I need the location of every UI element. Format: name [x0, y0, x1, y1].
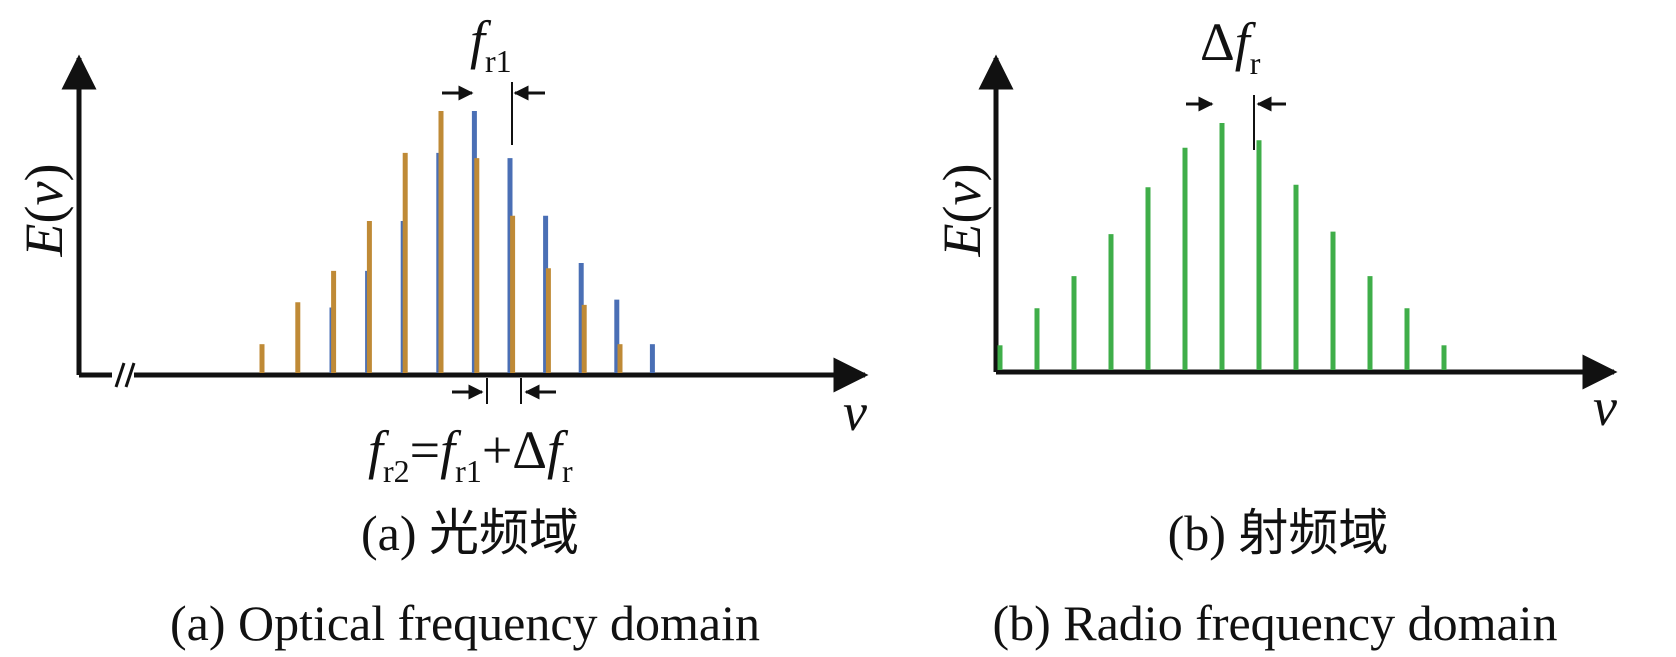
caption-cn-a: (a) 光频域 [361, 505, 579, 561]
y-axis-label-b: E(v) [932, 164, 992, 258]
caption-cn-b: (b) 射频域 [1168, 505, 1389, 561]
top-marker-label-a: fr1 [470, 10, 512, 79]
y-axis-label-a: E(v) [14, 164, 74, 258]
optical-comb-2 [259, 111, 623, 373]
spacing-marker-top-b: Δfr [1186, 12, 1286, 150]
panel-radio: E(v) v Δfr (b) 射频域 (b) Radio frequency d… [932, 12, 1618, 651]
caption-en-b: (b) Radio frequency domain [992, 595, 1557, 651]
panel-optical: E(v) v fr1 fr2=fr1+Δfr (a) 光频域 (a) Optic… [14, 10, 869, 651]
caption-en-a: (a) Optical frequency domain [170, 595, 760, 651]
top-marker-label-b: Δfr [1200, 12, 1261, 81]
axis-break-icon [112, 362, 136, 388]
optical-comb-1 [329, 111, 655, 373]
x-axis-label-b: v [1593, 377, 1617, 437]
bottom-marker-label-a: fr2=fr1+Δfr [368, 420, 573, 489]
spacing-marker-top-a: fr1 [442, 10, 545, 145]
x-axis-label-a: v [843, 382, 867, 442]
radio-comb [997, 123, 1447, 370]
spacing-marker-bottom-a: fr2=fr1+Δfr [368, 378, 573, 489]
